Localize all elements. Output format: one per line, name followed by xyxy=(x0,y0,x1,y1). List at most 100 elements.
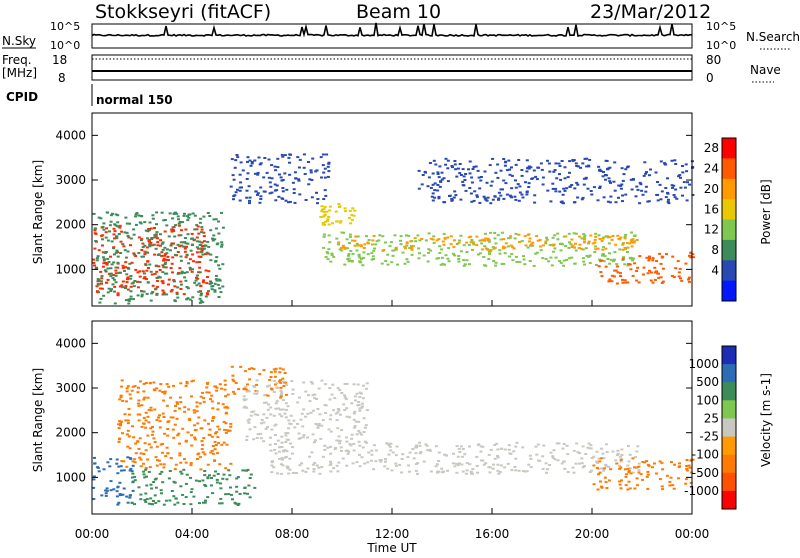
power-cell xyxy=(134,213,138,216)
power-cell xyxy=(447,260,451,263)
velocity-cell xyxy=(309,380,313,383)
power-cell xyxy=(180,221,184,223)
power-cell xyxy=(199,255,203,258)
velocity-cell xyxy=(151,430,155,433)
power-cell xyxy=(568,241,571,244)
velocity-cell xyxy=(134,452,138,455)
velocity-cell xyxy=(286,405,290,408)
power-cell xyxy=(458,163,462,165)
power-cell xyxy=(502,263,506,265)
velocity-cell xyxy=(416,472,419,475)
velocity-cell xyxy=(627,480,631,483)
velocity-cell xyxy=(158,420,162,423)
power-cell xyxy=(437,257,441,260)
velocity-cell xyxy=(148,466,152,469)
velocity-cell xyxy=(172,384,175,387)
power-cell xyxy=(571,159,575,162)
power-cell xyxy=(148,245,152,248)
velocity-cell xyxy=(560,462,564,465)
velocity-cell xyxy=(140,425,144,428)
power-cell xyxy=(513,195,517,198)
velocity-cell xyxy=(361,405,364,408)
power-cell xyxy=(510,166,513,169)
power-cell xyxy=(148,243,152,246)
power-cell xyxy=(656,193,660,196)
velocity-cell xyxy=(179,485,183,488)
power-cell xyxy=(575,165,579,167)
power-cell xyxy=(320,210,324,213)
power-cell xyxy=(145,292,149,295)
velocity-cell xyxy=(281,449,285,452)
power-cell xyxy=(452,196,456,199)
velocity-cell xyxy=(208,474,211,477)
power-cell xyxy=(593,241,597,244)
power-cell xyxy=(658,252,662,255)
velocity-cell xyxy=(308,455,312,458)
velocity-cell xyxy=(278,367,282,370)
power-cell xyxy=(509,244,513,247)
power-cell xyxy=(608,262,612,265)
velocity-cell xyxy=(300,412,304,415)
velocity-cell xyxy=(299,418,303,421)
power-cell xyxy=(176,243,180,246)
power-cell xyxy=(547,260,551,263)
velocity-colorbar-segment xyxy=(722,472,736,492)
velocity-cell xyxy=(128,496,132,499)
power-cell xyxy=(587,165,591,168)
velocity-cell xyxy=(276,472,280,475)
freq-tick-bottom: 8 xyxy=(58,71,66,85)
power-cell xyxy=(594,232,597,235)
power-cell xyxy=(187,216,191,219)
velocity-cell xyxy=(619,466,623,469)
power-cell xyxy=(118,224,122,227)
velocity-cell xyxy=(618,455,622,458)
power-cell xyxy=(202,240,206,243)
power-cell xyxy=(207,290,210,293)
power-cell xyxy=(510,196,513,199)
velocity-cell xyxy=(320,379,324,382)
power-cell xyxy=(587,255,591,258)
power-cell xyxy=(352,214,356,217)
velocity-cell xyxy=(252,410,256,413)
power-cell xyxy=(440,256,444,259)
velocity-cell xyxy=(174,463,178,466)
power-cell xyxy=(481,238,485,241)
power-cell xyxy=(679,186,683,189)
power-cell xyxy=(133,280,137,282)
velocity-cell xyxy=(154,486,158,489)
power-cell xyxy=(257,156,261,159)
power-cell xyxy=(116,292,120,295)
velocity-cell xyxy=(655,472,658,475)
velocity-cell xyxy=(497,472,501,475)
velocity-cell xyxy=(133,503,136,506)
power-cell xyxy=(626,242,629,245)
power-cell xyxy=(619,187,623,190)
velocity-cell xyxy=(285,438,289,441)
velocity-cell xyxy=(202,400,206,403)
velocity-cell xyxy=(684,478,688,481)
velocity-feature-2 xyxy=(230,365,288,399)
power-cell xyxy=(201,253,205,256)
velocity-cell xyxy=(602,467,606,470)
velocity-cell xyxy=(624,484,628,487)
power-cell xyxy=(580,198,584,201)
velocity-cell xyxy=(221,477,225,480)
power-cell xyxy=(232,178,236,181)
velocity-cell xyxy=(265,416,269,419)
velocity-cell xyxy=(428,448,432,451)
power-cell xyxy=(155,277,159,279)
velocity-cell xyxy=(455,462,458,465)
power-cell xyxy=(497,197,501,200)
velocity-cell xyxy=(352,449,356,452)
velocity-cell xyxy=(229,486,232,489)
velocity-cell xyxy=(685,469,689,472)
velocity-cell xyxy=(302,434,306,437)
power-cell xyxy=(370,243,374,246)
power-cell xyxy=(441,240,445,243)
velocity-cell xyxy=(296,401,300,404)
velocity-cell xyxy=(131,489,135,492)
velocity-cell xyxy=(678,462,682,465)
cpid-label: CPID xyxy=(6,90,38,104)
power-cell xyxy=(544,242,548,245)
velocity-cell xyxy=(355,433,359,436)
